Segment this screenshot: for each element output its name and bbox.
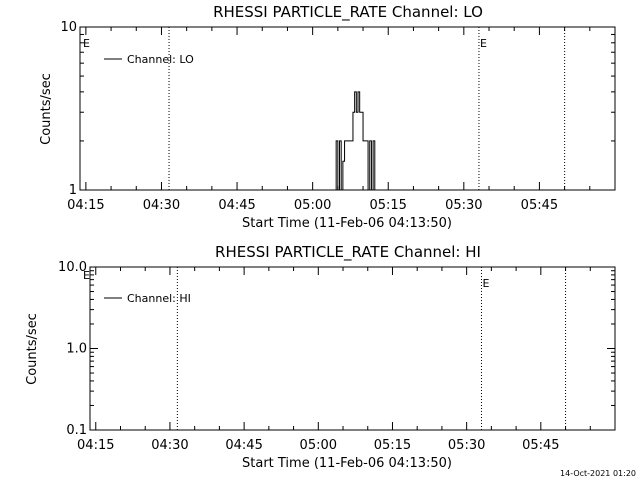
chart-panel-hi: RHESSI PARTICLE_RATE Channel: HI Counts/… xyxy=(25,243,616,471)
x-tick-label: 04:30 xyxy=(143,198,180,213)
x-tick-label: 04:15 xyxy=(77,438,114,453)
x-tick-label: 04:45 xyxy=(225,438,262,453)
y-tick-label: 10.0 xyxy=(58,260,87,275)
y-tick-label: 1.0 xyxy=(66,342,87,357)
start-marker: E xyxy=(83,37,90,50)
x-tick-label: 04:30 xyxy=(151,438,188,453)
legend-entry: Channel: LO xyxy=(127,53,194,66)
y-axis-label: Counts/sec xyxy=(39,73,54,145)
x-tick-label: 05:30 xyxy=(445,198,482,213)
x-tick-label: 05:45 xyxy=(522,438,559,453)
legend-entry: Channel: HI xyxy=(127,292,191,305)
chart-title: RHESSI PARTICLE_RATE Channel: LO xyxy=(213,3,483,22)
chart-title: RHESSI PARTICLE_RATE Channel: HI xyxy=(215,243,481,262)
x-tick-label: 04:45 xyxy=(218,198,255,213)
event-label: E xyxy=(480,37,487,50)
legend: Channel: HI xyxy=(104,292,191,305)
series-line xyxy=(334,91,379,191)
x-tick-label: 05:30 xyxy=(448,438,485,453)
y-tick-label: 0.1 xyxy=(66,423,87,438)
chart-panel-lo: RHESSI PARTICLE_RATE Channel: LO Counts/… xyxy=(39,3,616,231)
event-label: E xyxy=(482,277,489,290)
x-axis-label: Start Time (11-Feb-06 04:13:50) xyxy=(242,216,452,231)
x-tick-label: 05:15 xyxy=(374,438,411,453)
start-marker: E xyxy=(83,269,90,282)
x-axis-label: Start Time (11-Feb-06 04:13:50) xyxy=(242,456,452,471)
x-tick-label: 05:00 xyxy=(294,198,331,213)
x-tick-label: 05:00 xyxy=(300,438,337,453)
x-tick-label: 05:15 xyxy=(369,198,406,213)
x-tick-label: 05:45 xyxy=(521,198,558,213)
plot-frame xyxy=(79,26,616,191)
legend: Channel: LO xyxy=(104,53,194,66)
y-tick-label: 10 xyxy=(60,20,77,35)
x-tick-label: 04:15 xyxy=(67,198,104,213)
y-tick-label: 1 xyxy=(69,183,77,198)
y-axis-label: Counts/sec xyxy=(25,313,40,385)
footer-timestamp: 14-Oct-2021 01:20 xyxy=(560,469,636,478)
